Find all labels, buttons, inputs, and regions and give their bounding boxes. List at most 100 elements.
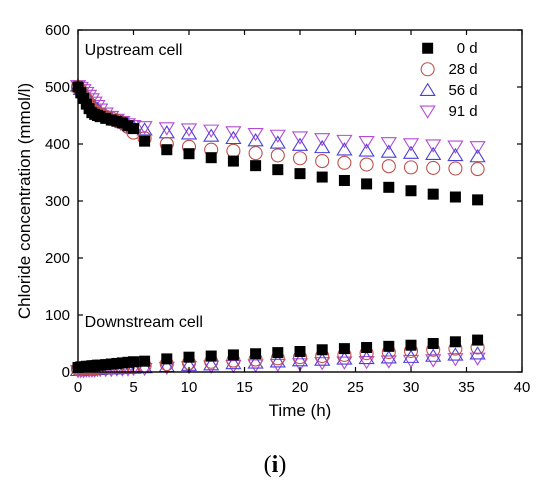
downstream-point <box>291 358 309 372</box>
upstream-point <box>337 155 352 170</box>
downstream-point <box>425 348 442 362</box>
downstream-point <box>361 341 373 353</box>
y-tick-label: 300 <box>45 193 70 210</box>
legend-marker <box>419 82 436 96</box>
x-tick-label: 20 <box>292 379 309 396</box>
series-0-d <box>72 81 484 373</box>
upstream-point <box>291 137 309 151</box>
y-axis-title: Chloride concentration (mmol/l) <box>15 83 34 319</box>
caption-close: ) <box>278 452 286 478</box>
downstream-point <box>272 347 284 359</box>
upstream-point <box>139 135 151 147</box>
legend-marker <box>422 42 434 54</box>
legend-label: 28 d <box>448 61 477 78</box>
x-tick-label: 0 <box>74 379 82 396</box>
upstream-point <box>203 124 220 138</box>
x-tick-label: 40 <box>514 379 531 396</box>
upstream-point <box>469 148 486 163</box>
downstream-point <box>205 350 217 362</box>
y-tick-label: 400 <box>45 136 70 153</box>
x-tick-label: 10 <box>181 379 198 396</box>
downstream-point <box>336 356 353 370</box>
upstream-point <box>405 185 417 197</box>
x-tick-label: 5 <box>129 379 137 396</box>
legend-entry: 56 d <box>419 82 478 99</box>
downstream-point <box>314 357 331 371</box>
downstream-point <box>122 356 134 368</box>
upstream-point <box>427 188 439 200</box>
downstream-point <box>314 352 331 366</box>
upstream-point <box>269 129 286 144</box>
upstream-point <box>136 122 153 136</box>
downstream-point <box>358 355 375 370</box>
caption-open: ( <box>264 452 272 478</box>
downstream-point <box>425 354 442 368</box>
downstream-point <box>250 348 262 360</box>
upstream-point <box>248 146 263 161</box>
upstream-point <box>469 141 486 155</box>
x-tick-label: 35 <box>458 379 475 396</box>
x-tick-label: 25 <box>347 379 364 396</box>
upstream-point <box>383 181 395 193</box>
downstream-point <box>94 359 106 371</box>
upstream-point <box>158 122 175 136</box>
upstream-point <box>380 144 397 158</box>
downstream-point <box>383 340 395 352</box>
upstream-point <box>426 160 441 175</box>
legend-marker <box>420 62 435 77</box>
upstream-point <box>403 160 419 175</box>
upstream-point <box>247 127 264 142</box>
data-marks <box>69 78 486 379</box>
downstream-point <box>269 358 286 373</box>
downstream-point <box>139 355 151 367</box>
downstream-point <box>380 350 397 364</box>
upstream-point <box>100 112 112 124</box>
downstream-annotation: Downstream cell <box>85 314 203 331</box>
downstream-point <box>269 354 286 368</box>
upstream-point <box>359 157 374 172</box>
upstream-point <box>425 146 442 161</box>
legend-entry: 28 d <box>420 61 478 78</box>
upstream-point <box>294 168 306 180</box>
downstream-point <box>402 349 420 363</box>
legend-entry: 91 d <box>419 103 478 120</box>
downstream-point <box>105 358 117 370</box>
upstream-point <box>226 143 241 158</box>
downstream-point <box>447 347 464 361</box>
upstream-point <box>158 125 175 139</box>
downstream-point <box>203 357 220 371</box>
downstream-point <box>227 349 239 361</box>
downstream-point <box>100 359 112 371</box>
figure-caption: (i) <box>264 452 287 478</box>
upstream-point <box>203 128 220 142</box>
legend-label: 56 d <box>448 82 477 99</box>
y-tick-label: 600 <box>45 22 70 39</box>
upstream-point <box>270 148 285 163</box>
downstream-point <box>405 339 417 351</box>
upstream-point <box>470 162 485 177</box>
upstream-point <box>448 161 463 176</box>
upstream-point <box>472 194 484 206</box>
upstream-point <box>161 144 173 156</box>
upstream-point <box>381 159 396 174</box>
upstream-point <box>247 133 264 147</box>
upstream-point <box>447 140 464 154</box>
downstream-point <box>225 359 242 374</box>
upstream-point <box>225 130 242 145</box>
upstream-point <box>402 145 420 159</box>
legend-label: 91 d <box>448 103 477 120</box>
upstream-point <box>180 123 198 137</box>
upstream-point <box>358 135 375 150</box>
y-tick-label: 500 <box>45 79 70 96</box>
upstream-point <box>116 117 128 129</box>
downstream-point <box>402 354 420 369</box>
upstream-point <box>78 92 90 104</box>
upstream-point <box>291 131 309 145</box>
upstream-point <box>227 155 239 167</box>
upstream-point <box>205 152 217 164</box>
downstream-point <box>380 355 397 369</box>
downstream-point <box>427 338 439 349</box>
x-tick-label: 30 <box>403 379 420 396</box>
